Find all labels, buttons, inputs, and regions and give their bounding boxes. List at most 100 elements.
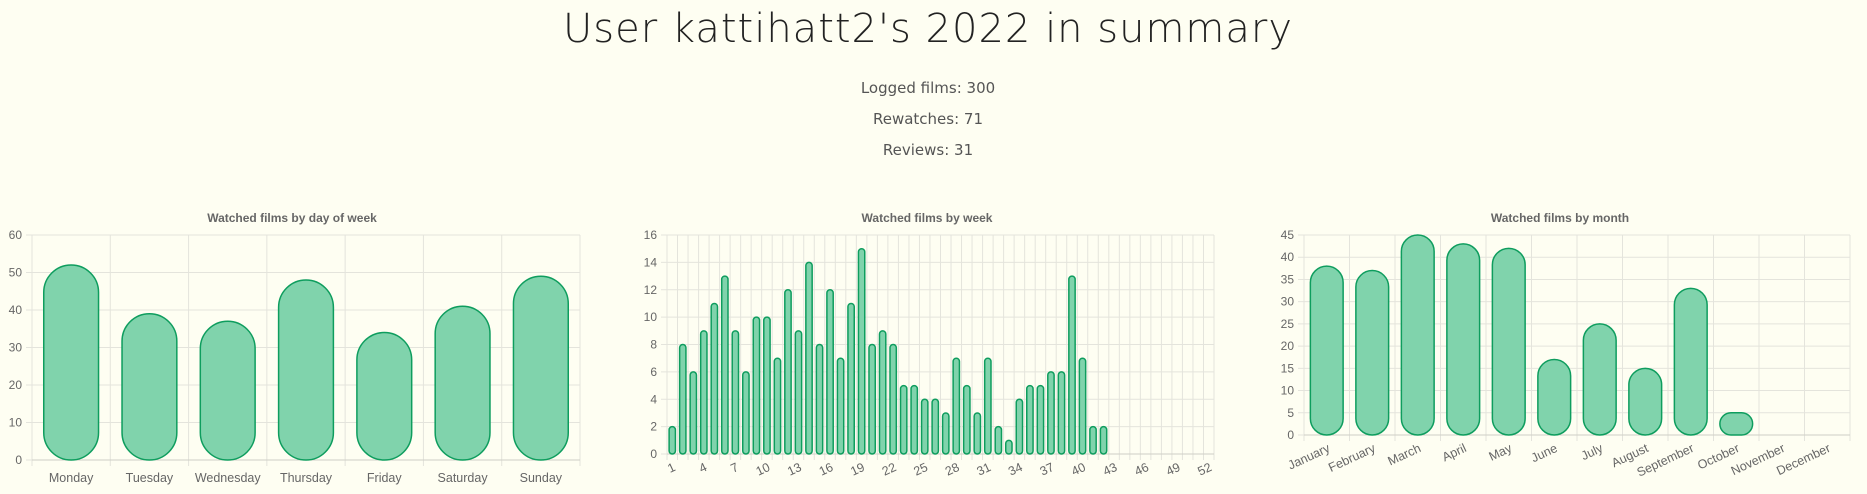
x-tick-label: 40	[1069, 460, 1088, 479]
y-tick-label: 5	[1287, 406, 1294, 420]
bar-14	[805, 261, 813, 455]
bar-12	[784, 289, 792, 455]
x-tick-label: 10	[754, 460, 773, 479]
x-tick-label: February	[1326, 441, 1378, 475]
y-tick-label: 0	[650, 447, 657, 461]
bar-32	[994, 425, 1003, 455]
bar-21	[878, 330, 887, 455]
chart-title: Watched films by day of week	[207, 211, 377, 225]
bar-3	[689, 371, 698, 455]
x-tick-label: Friday	[367, 471, 402, 485]
bar-19	[857, 247, 866, 455]
bar-monday	[42, 264, 100, 461]
bar-26	[931, 398, 940, 455]
y-tick-label: 14	[644, 255, 658, 269]
bar-34	[1015, 398, 1024, 455]
bar-39	[1068, 275, 1076, 455]
bar-20	[868, 343, 877, 455]
bar-38	[1057, 371, 1066, 455]
x-tick-label: 13	[785, 460, 804, 479]
x-tick-label: 43	[1101, 460, 1120, 479]
y-tick-label: 10	[1281, 384, 1295, 398]
day-of-week-chart: Watched films by day of week 0 10 20 30 40 50 6…	[9, 211, 581, 485]
bar-41	[1089, 425, 1097, 455]
bar-may	[1491, 247, 1526, 436]
bar-24	[910, 384, 919, 455]
bar-25	[920, 398, 929, 455]
bar-16	[826, 289, 834, 455]
rewatches-stat: Rewatches: 71	[872, 110, 984, 128]
bar-2	[678, 343, 687, 455]
x-tick-label: 49	[1164, 460, 1183, 479]
logged-films-stat: Logged films: 300	[860, 79, 996, 97]
y-tick-label: 40	[1281, 250, 1295, 264]
bar-42	[1099, 425, 1108, 455]
x-tick-label: May	[1487, 441, 1515, 464]
y-tick-label: 30	[9, 341, 23, 355]
bar-11	[773, 357, 782, 455]
bar-january	[1309, 265, 1344, 436]
y-tick-label: 2	[650, 420, 657, 434]
x-tick-label: Tuesday	[126, 471, 174, 485]
bar-saturday	[434, 305, 491, 461]
bar-31	[983, 357, 992, 455]
x-tick-label: July	[1579, 441, 1606, 463]
x-tick-label: January	[1286, 441, 1333, 473]
bar-17	[836, 357, 845, 455]
bar-7	[731, 330, 740, 455]
bar-april	[1446, 243, 1481, 436]
bar-tuesday	[121, 313, 178, 461]
x-tick-label: 28	[943, 460, 962, 479]
x-tick-label: 37	[1038, 460, 1057, 479]
x-tick-label: Thursday	[280, 471, 333, 485]
x-tick-label: 34	[1006, 460, 1025, 479]
reviews-stat: Reviews: 31	[882, 141, 974, 159]
bar-october	[1719, 412, 1754, 436]
bar-wednesday	[199, 320, 256, 461]
bar-35	[1026, 384, 1034, 455]
x-tick-label: 25	[911, 460, 930, 479]
y-tick-label: 10	[9, 416, 23, 430]
x-tick-label: Saturday	[438, 471, 489, 485]
bar-18	[847, 302, 855, 455]
y-tick-label: 35	[1281, 272, 1295, 286]
y-tick-label: 30	[1281, 295, 1295, 309]
bar-6	[720, 275, 729, 455]
x-tick-label: June	[1529, 441, 1560, 465]
bar-10	[763, 316, 771, 455]
bar-23	[899, 384, 908, 455]
y-tick-label: 20	[1281, 339, 1295, 353]
bar-march	[1400, 234, 1435, 436]
bar-36	[1036, 384, 1045, 455]
bar-22	[889, 343, 898, 455]
x-tick-label: 1	[665, 460, 677, 476]
y-tick-label: 4	[650, 392, 657, 406]
y-tick-label: 10	[644, 310, 658, 324]
y-tick-label: 16	[644, 228, 658, 242]
y-tick-label: 0	[1287, 428, 1294, 442]
y-tick-label: 60	[9, 228, 23, 242]
bar-5	[710, 302, 719, 455]
x-tick-label: 31	[975, 460, 994, 479]
bar-1	[668, 425, 677, 455]
bar-february	[1355, 269, 1390, 436]
chart-title: Watched films by week	[862, 211, 993, 225]
y-tick-label: 40	[9, 303, 23, 317]
bar-30	[973, 412, 982, 455]
month-chart: Watched films by month 0 5 10 15 20 25 30 35 40 45…	[1281, 211, 1851, 480]
page-title: User kattihatt2's 2022 in summary	[562, 6, 1293, 52]
bar-37	[1047, 371, 1055, 455]
bar-40	[1078, 357, 1087, 455]
x-tick-label: Sunday	[520, 471, 563, 485]
y-tick-label: 8	[650, 338, 657, 352]
x-tick-label: Wednesday	[195, 471, 262, 485]
bar-june	[1537, 358, 1572, 436]
bar-8	[741, 371, 750, 455]
bar-thursday	[277, 279, 335, 461]
bar-4	[699, 330, 708, 455]
bar-33	[1004, 439, 1013, 455]
y-tick-label: 45	[1281, 228, 1295, 242]
x-tick-label: 16	[817, 460, 836, 479]
y-tick-label: 15	[1281, 361, 1295, 375]
